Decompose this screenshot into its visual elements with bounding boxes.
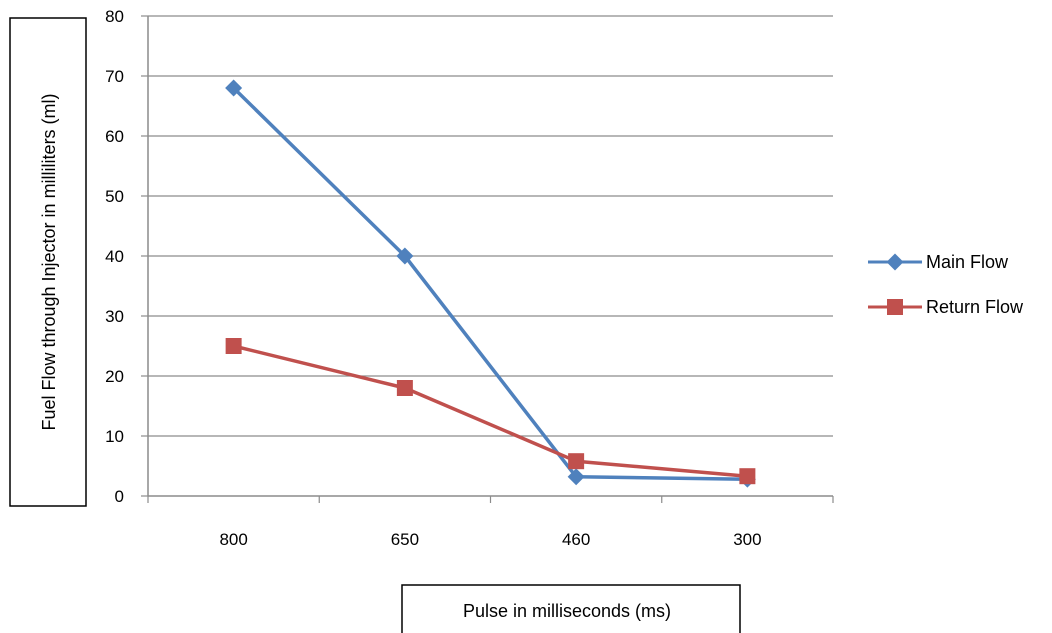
y-tick-label: 60 <box>105 127 124 146</box>
y-tick-label: 0 <box>115 487 124 506</box>
x-tick-label: 650 <box>391 530 419 549</box>
legend-marker-main-flow <box>886 253 904 271</box>
x-axis-title-border <box>401 584 741 633</box>
y-axis-title-border <box>9 17 87 507</box>
gridlines <box>141 15 833 497</box>
x-axis-title: Pulse in milliseconds (ms) <box>463 601 671 621</box>
series-line-main-flow <box>232 86 748 481</box>
data-point-return-flow <box>225 338 242 354</box>
x-tick-labels: 800 650 460 300 <box>219 530 761 549</box>
legend-label-main-flow: Main Flow <box>926 252 1009 272</box>
legend-marker-return-flow <box>887 299 903 315</box>
x-tick-label: 460 <box>562 530 590 549</box>
y-tick-label: 80 <box>105 7 124 26</box>
axes <box>147 16 834 503</box>
data-point-main-flow <box>396 247 414 265</box>
y-tick-label: 30 <box>105 307 124 326</box>
data-point-main-flow <box>567 468 585 486</box>
x-tick-label: 800 <box>219 530 247 549</box>
legend-item-main-flow: Main Flow <box>868 252 1009 272</box>
data-point-return-flow <box>739 468 756 485</box>
series-group <box>225 79 756 488</box>
data-point-return-flow <box>568 453 585 470</box>
x-axis-title-box: Pulse in milliseconds (ms) <box>401 584 741 633</box>
y-axis-title: Fuel Flow through Injector in milliliter… <box>39 93 59 430</box>
series-line-return-flow <box>233 344 748 478</box>
legend: Main Flow Return Flow <box>868 252 1024 317</box>
x-tick-label: 300 <box>733 530 761 549</box>
y-tick-label: 50 <box>105 187 124 206</box>
y-tick-labels: 0 10 20 30 40 50 60 70 80 <box>105 7 124 506</box>
y-tick-label: 70 <box>105 67 124 86</box>
data-point-return-flow <box>396 380 413 396</box>
y-tick-label: 40 <box>105 247 124 266</box>
legend-item-return-flow: Return Flow <box>868 297 1024 317</box>
data-point-main-flow <box>225 79 243 97</box>
legend-label-return-flow: Return Flow <box>926 297 1024 317</box>
y-tick-label: 10 <box>105 427 124 446</box>
y-tick-label: 20 <box>105 367 124 386</box>
y-axis-title-box: Fuel Flow through Injector in milliliter… <box>9 17 87 507</box>
